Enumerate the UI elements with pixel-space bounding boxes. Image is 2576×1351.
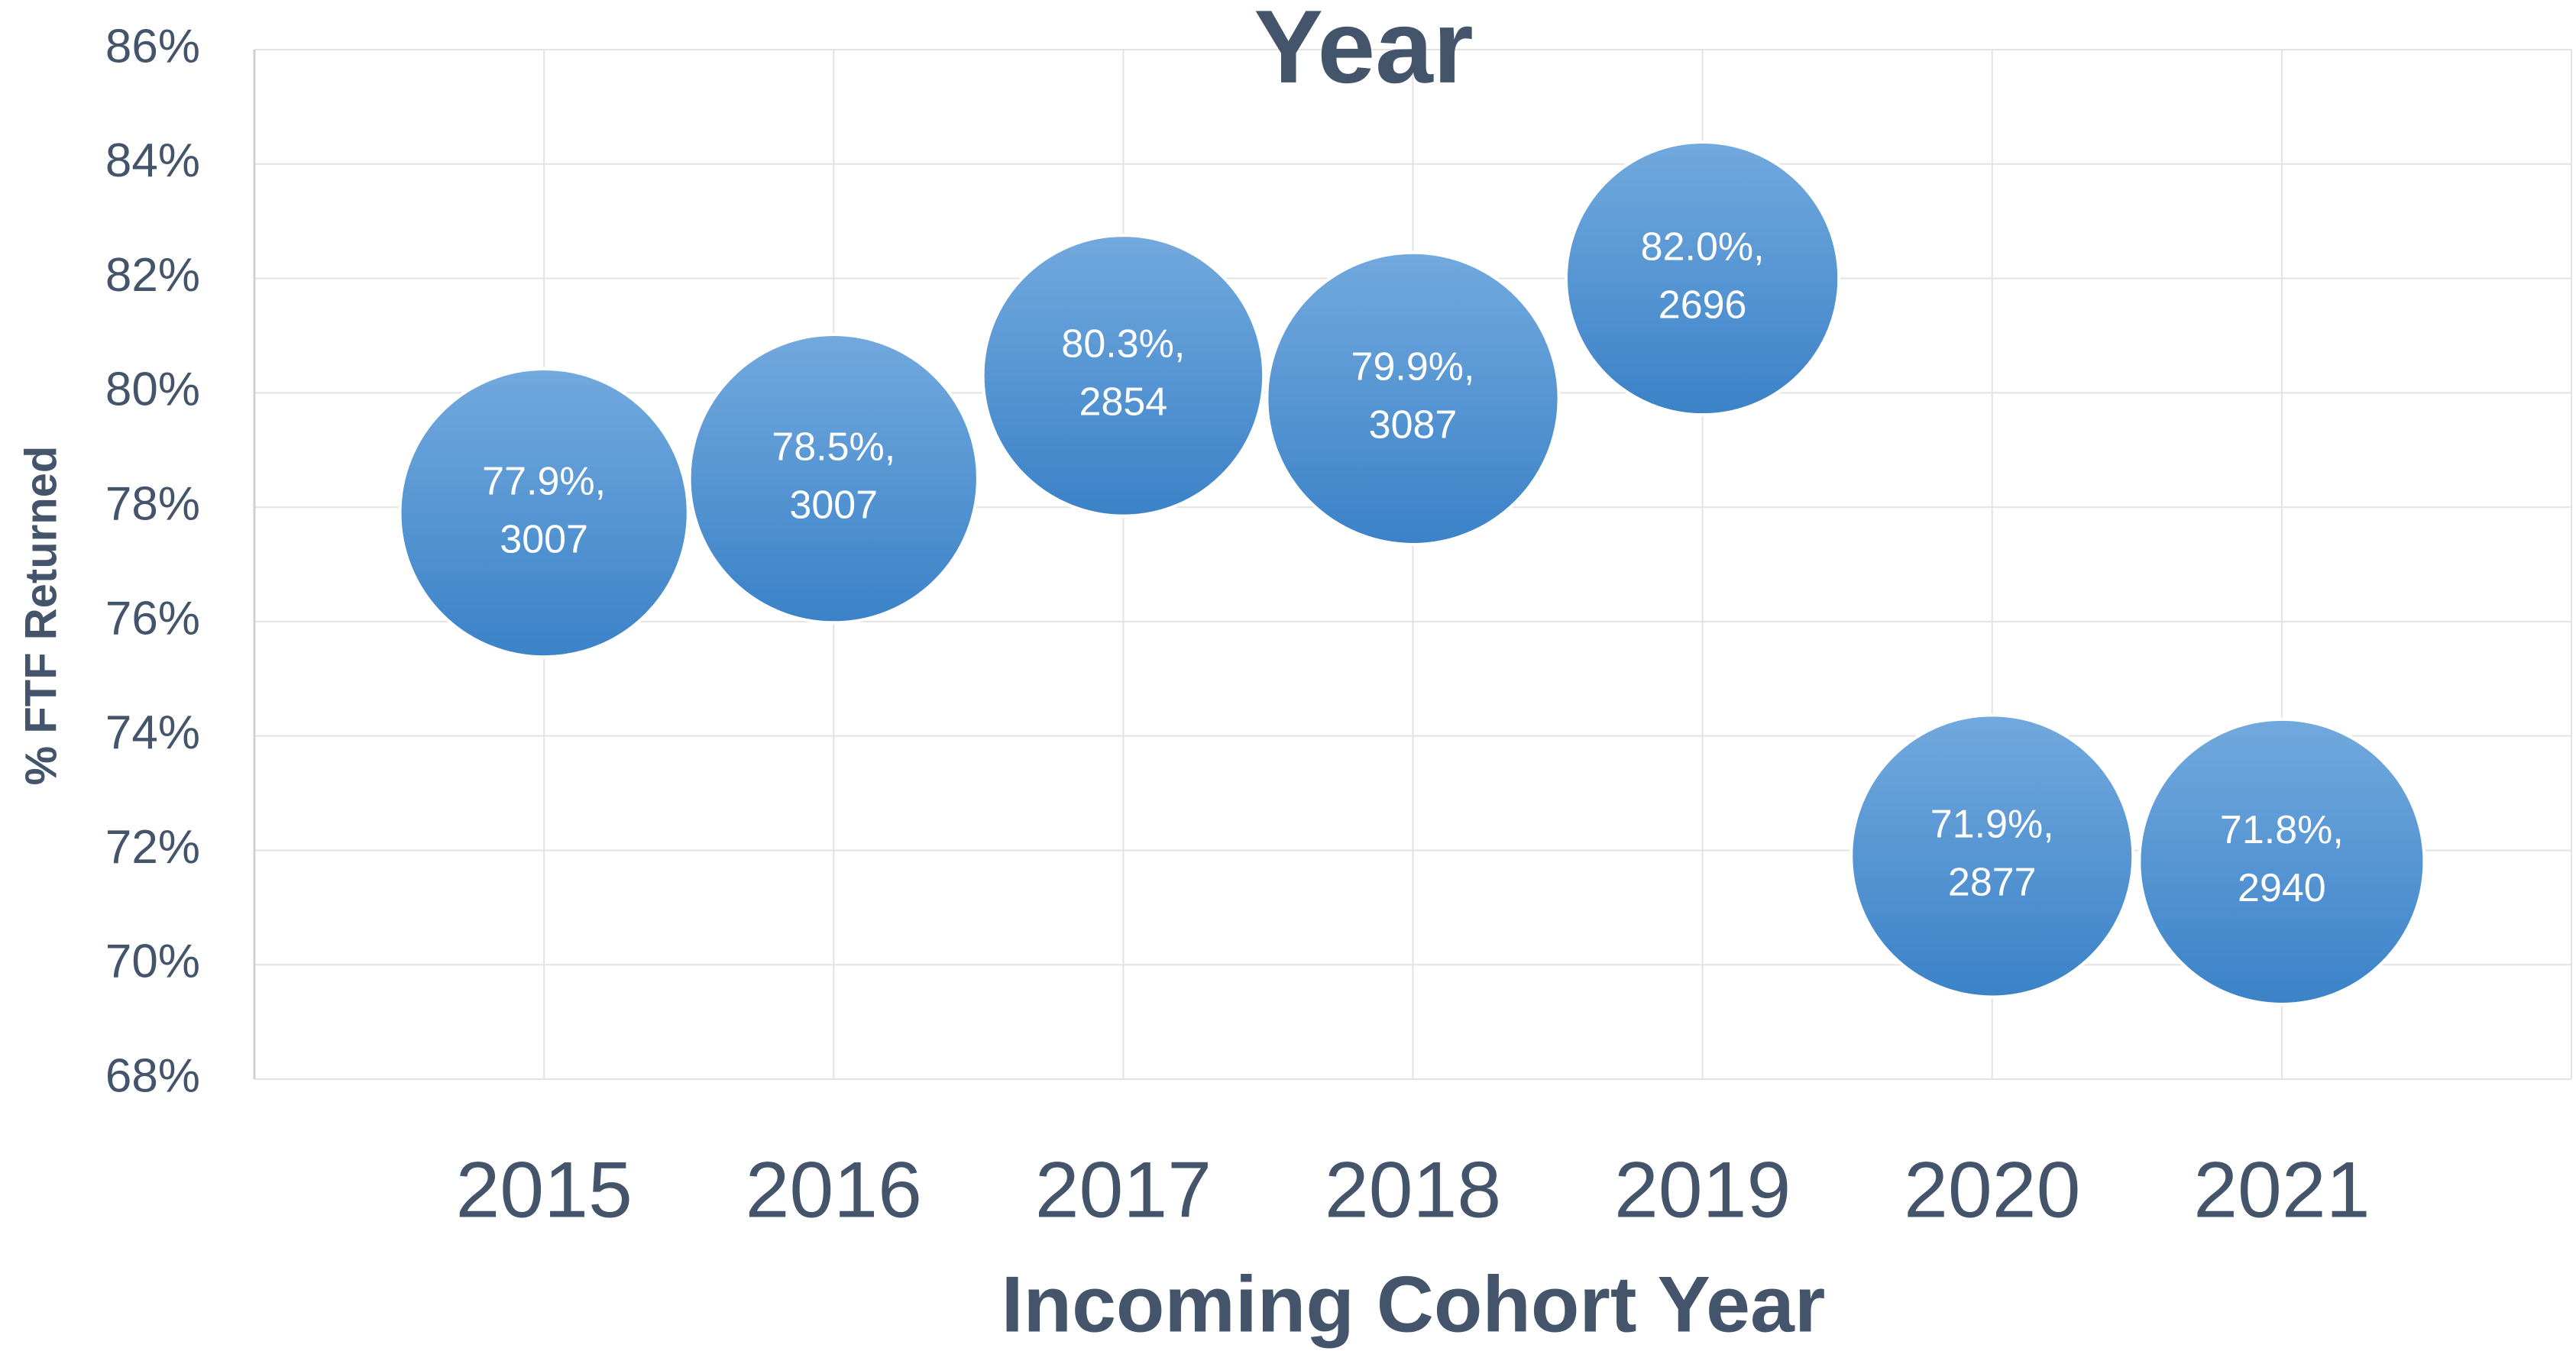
x-tick-label: 2020: [1904, 1146, 2080, 1234]
data-label: 3087: [1369, 403, 1458, 448]
y-tick-label: 76%: [105, 592, 200, 645]
bubbles: 77.9%, 3007 78.5%, 3007 80.3%, 2854 79.9%, 3087…: [398, 140, 2426, 1006]
x-tick-label: 2015: [455, 1146, 632, 1234]
x-tick-label: 2021: [2193, 1146, 2370, 1234]
bubble: [1265, 250, 1561, 546]
y-tick-label: 68%: [105, 1049, 200, 1102]
y-tick-label: 72%: [105, 821, 200, 874]
y-tick-label: 86%: [105, 20, 200, 73]
bubble: [981, 234, 1266, 518]
x-tick-label: 2019: [1614, 1146, 1791, 1234]
data-label: 2696: [1659, 283, 1747, 327]
y-tick-label: 82%: [105, 249, 200, 302]
data-label: 71.9%,: [1930, 803, 2054, 847]
bubble: [1849, 713, 2135, 999]
x-tick-label: 2016: [746, 1146, 922, 1234]
data-label: 82.0%,: [1641, 225, 1765, 269]
bubble: [1565, 140, 1841, 417]
data-label: 80.3%,: [1061, 322, 1185, 367]
bubble: [398, 367, 690, 659]
x-axis-title: Incoming Cohort Year: [1002, 1260, 1826, 1349]
data-label: 2940: [2238, 866, 2326, 910]
y-tick-label: 78%: [105, 477, 200, 530]
chart-title: Year: [1254, 0, 1473, 105]
data-label: 77.9%,: [482, 459, 606, 503]
data-label: 3007: [789, 483, 878, 527]
data-label: 2877: [1948, 861, 2037, 905]
y-tick-label: 74%: [105, 706, 200, 759]
bubble: [688, 333, 979, 625]
data-label: 78.5%,: [772, 425, 895, 469]
data-label: 2854: [1079, 380, 1168, 425]
data-label: 3007: [500, 517, 588, 561]
bubble: [2137, 717, 2426, 1006]
y-axis-title: % FTF Returned: [16, 446, 66, 786]
x-tick-label: 2017: [1035, 1146, 1212, 1234]
data-label: 79.9%,: [1351, 345, 1475, 389]
y-tick-label: 84%: [105, 134, 200, 187]
y-tick-label: 70%: [105, 936, 200, 988]
x-tick-label: 2018: [1325, 1146, 1501, 1234]
data-label: 71.8%,: [2220, 808, 2344, 852]
y-tick-label: 80%: [105, 364, 200, 416]
